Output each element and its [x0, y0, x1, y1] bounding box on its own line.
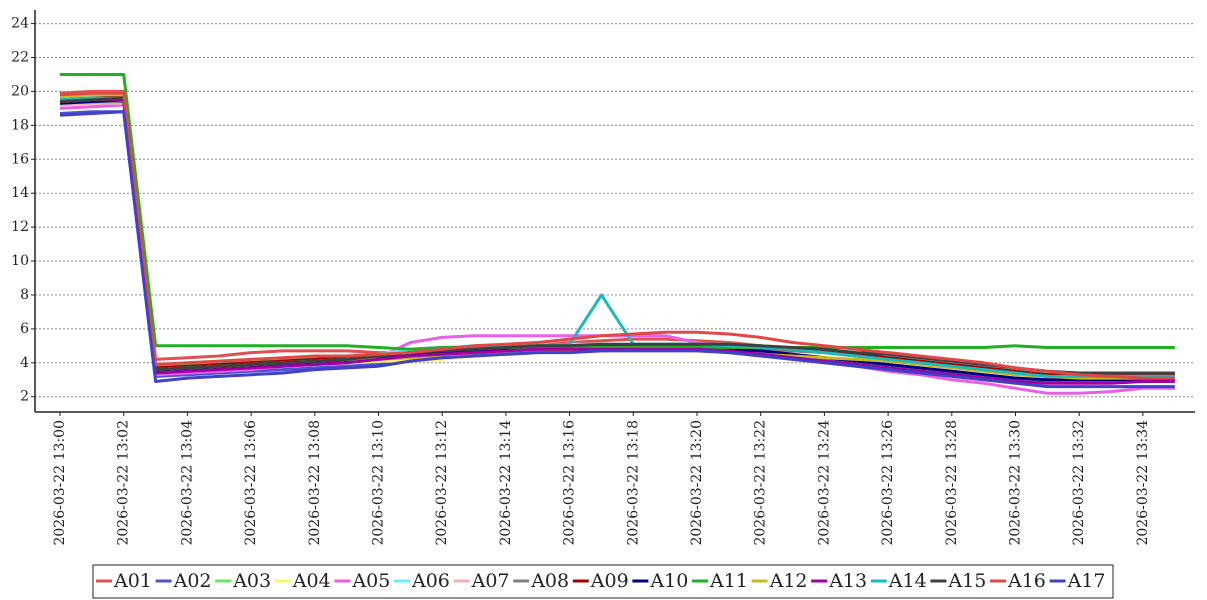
legend-label: A09	[590, 570, 629, 592]
x-tick-label: 2026-03-22 13:22	[753, 420, 769, 546]
legend-label: A06	[411, 570, 450, 592]
legend-label: A16	[1007, 570, 1046, 592]
legend-label: A17	[1067, 570, 1106, 592]
x-tick-label: 2026-03-22 13:12	[434, 420, 450, 546]
x-tick-label: 2026-03-22 13:08	[307, 420, 323, 546]
legend-label: A02	[173, 570, 212, 592]
x-tick-label: 2026-03-22 13:04	[179, 420, 195, 546]
x-tick-label: 2026-03-22 13:34	[1135, 420, 1151, 546]
y-tick-label: 18	[11, 117, 29, 133]
x-tick-label: 2026-03-22 13:00	[52, 420, 68, 546]
y-tick-label: 10	[11, 253, 29, 269]
x-tick-label: 2026-03-22 13:14	[498, 420, 514, 546]
x-tick-label: 2026-03-22 13:28	[944, 420, 960, 546]
legend-label: A12	[769, 570, 808, 592]
x-tick-label: 2026-03-22 13:32	[1071, 420, 1087, 546]
x-tick-label: 2026-03-22 13:10	[371, 420, 387, 546]
y-tick-label: 12	[11, 219, 29, 235]
legend-label: A08	[530, 570, 569, 592]
series-line	[59, 95, 1175, 375]
legend-label: A11	[709, 570, 748, 592]
series-line	[60, 73, 1175, 351]
x-tick-label: 2026-03-22 13:26	[880, 420, 896, 546]
legend-label: A07	[471, 570, 510, 592]
y-tick-label: 2	[20, 389, 29, 405]
legend-label: A10	[649, 570, 688, 592]
series-line	[59, 98, 1175, 385]
series-line	[59, 96, 1175, 375]
legend-label: A13	[828, 570, 867, 592]
legend-label: A04	[292, 570, 331, 592]
legend-label: A05	[351, 570, 390, 592]
y-tick-label: 8	[20, 287, 29, 303]
series-line	[59, 91, 1175, 380]
y-tick-label: 20	[11, 83, 29, 99]
series-line	[59, 95, 1175, 377]
x-tick-label: 2026-03-22 13:16	[562, 420, 578, 546]
y-tick-label: 4	[20, 355, 29, 371]
legend-label: A14	[888, 570, 927, 592]
x-tick-label: 2026-03-22 13:06	[243, 420, 259, 546]
y-tick-label: 22	[11, 49, 29, 65]
legend-label: A03	[232, 570, 271, 592]
series-line	[59, 98, 1175, 382]
series-line	[59, 110, 1175, 389]
y-tick-label: 6	[20, 321, 29, 337]
y-tick-label: 24	[11, 16, 29, 32]
x-tick-label: 2026-03-22 13:20	[689, 420, 705, 546]
x-tick-label: 2026-03-22 13:24	[816, 420, 832, 546]
x-tick-label: 2026-03-22 13:02	[116, 420, 132, 546]
y-tick-label: 14	[11, 185, 29, 201]
x-tick-label: 2026-03-22 13:30	[1008, 420, 1024, 546]
legend-label: A01	[113, 570, 152, 592]
x-tick-label: 2026-03-22 13:18	[625, 420, 641, 546]
y-tick-label: 16	[11, 151, 29, 167]
series-line	[59, 101, 1175, 382]
legend-label: A15	[947, 570, 986, 592]
series-line	[59, 98, 1175, 382]
series-line	[59, 91, 1175, 375]
